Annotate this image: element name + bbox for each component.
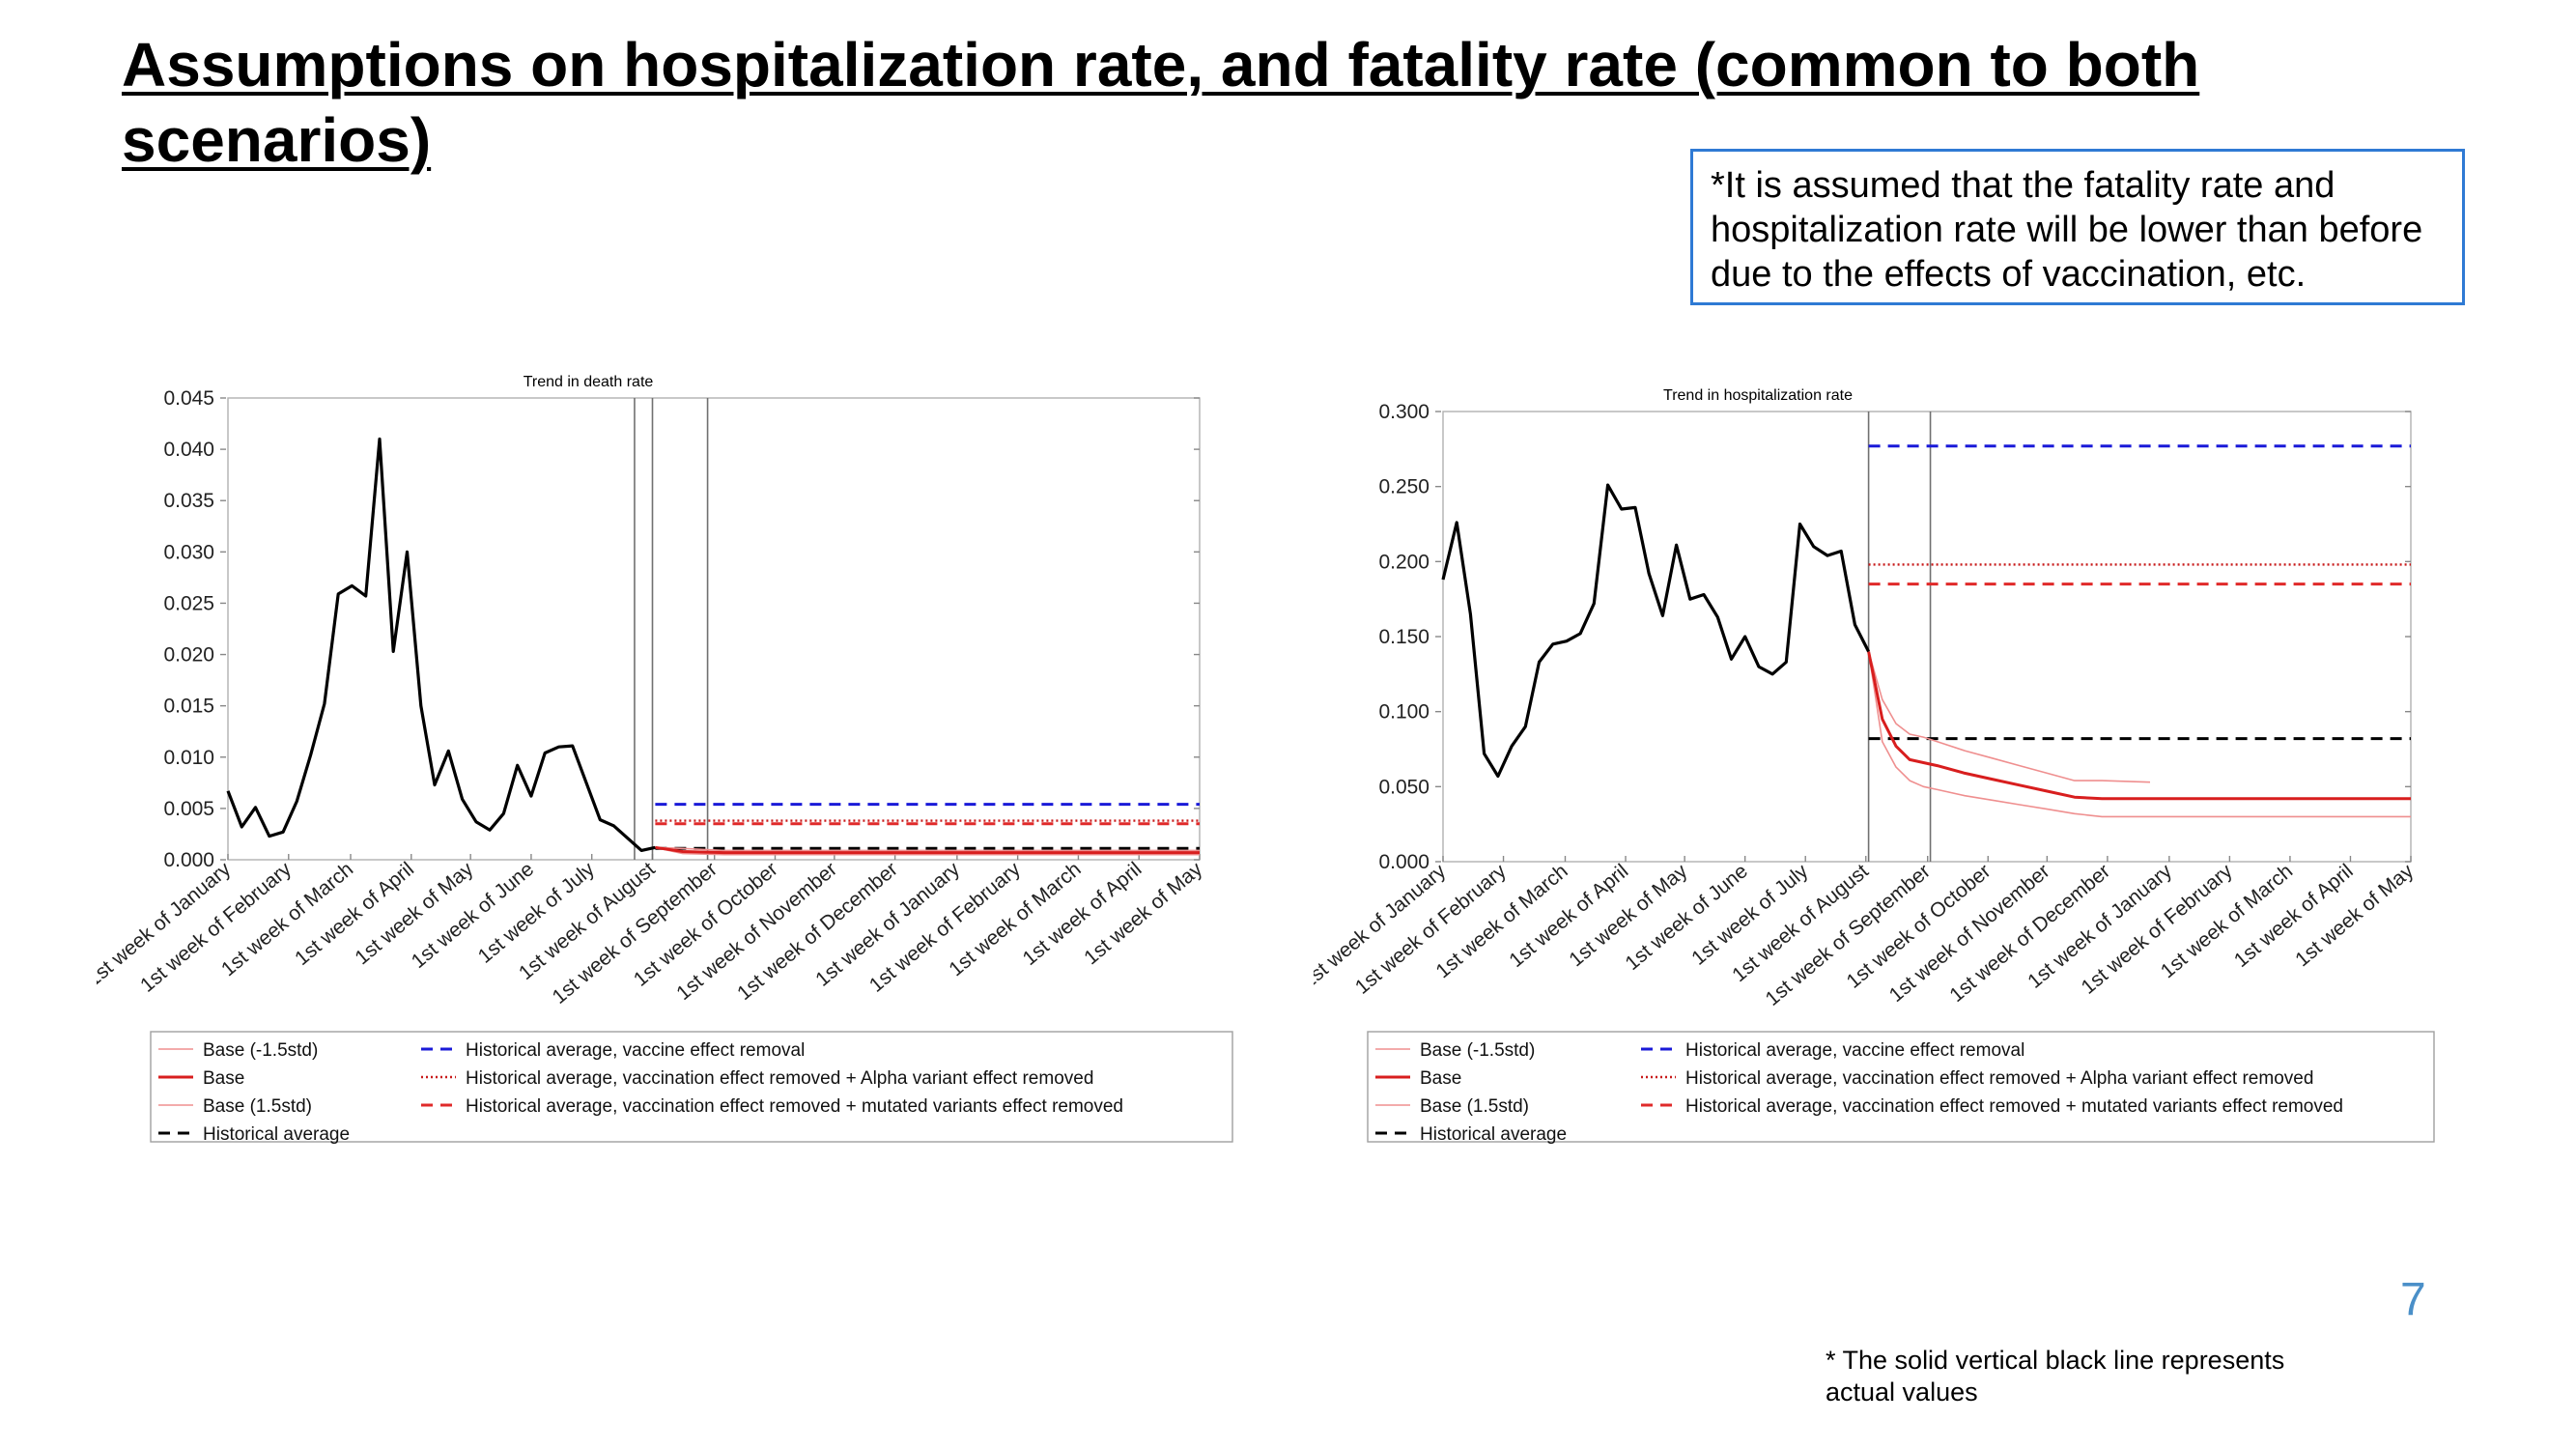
legend-label: Base (-1.5std) (203, 1040, 318, 1061)
legend-label: Base (1.5std) (1420, 1096, 1529, 1117)
chart-title: Trend in death rate (524, 374, 654, 390)
series-line-base (655, 845, 1200, 855)
plot-frame (1442, 411, 2412, 863)
slide-title: Assumptions on hospitalization rate, and… (122, 30, 2200, 175)
legend-label: Historical average, vaccine effect remov… (466, 1040, 805, 1061)
page-number: 7 (2400, 1274, 2426, 1325)
legend-box (1367, 1031, 2435, 1143)
legend-label: Historical average, vaccination effect r… (466, 1068, 1093, 1089)
legend-label: Base (1420, 1068, 1461, 1089)
legend-label: Base (203, 1068, 244, 1089)
legend-box (150, 1031, 1233, 1143)
legend-label: Base (-1.5std) (1420, 1040, 1535, 1061)
y-tick-label: 0.005 (163, 798, 214, 820)
y-tick-label: 0.300 (1378, 401, 1430, 423)
plot-frame (227, 397, 1201, 861)
footnote: * The solid vertical black line represen… (1826, 1346, 2285, 1406)
legend-label: Historical average, vaccine effect remov… (1685, 1040, 2024, 1061)
vaccination-assumption-note: *It is assumed that the fatality rate an… (1690, 149, 2465, 305)
legend-label: Historical average (203, 1124, 350, 1145)
y-tick-label: 0.030 (163, 541, 214, 563)
y-tick-label: 0.040 (163, 439, 214, 461)
legend-label: Historical average, vaccination effect r… (466, 1096, 1123, 1117)
y-tick-label: 0.200 (1378, 551, 1430, 573)
y-tick-label: 0.000 (1378, 851, 1430, 873)
legend-label: Base (1.5std) (203, 1096, 312, 1117)
y-tick-label: 0.000 (163, 849, 214, 871)
y-tick-label: 0.045 (163, 387, 214, 410)
y-tick-label: 0.150 (1378, 626, 1430, 648)
y-tick-label: 0.025 (163, 592, 214, 614)
series-line-band (1867, 651, 2151, 783)
series-line-actual (226, 437, 656, 852)
y-tick-label: 0.250 (1378, 476, 1430, 498)
y-tick-label: 0.010 (163, 747, 214, 769)
y-tick-label: 0.050 (1378, 776, 1430, 798)
series-line-base (1867, 651, 2411, 801)
hospitalization-rate-chart: Trend in hospitalization rate 0.000 0.050 0… (1314, 387, 2435, 1145)
legend-label: Historical average, vaccination effect r… (1685, 1068, 2313, 1089)
death-rate-chart: Trend in death rate 0.000 0.005 0.010 0.015 0… (97, 374, 1233, 1145)
chart-title: Trend in hospitalization rate (1663, 387, 1853, 404)
series-line-band (1867, 651, 2411, 818)
legend-label: Historical average, vaccination effect r… (1685, 1096, 2343, 1117)
series-line-actual (1441, 483, 1871, 779)
y-tick-label: 0.035 (163, 490, 214, 512)
y-tick-label: 0.100 (1378, 701, 1430, 724)
series-line-band (655, 846, 1200, 852)
y-tick-label: 0.020 (163, 644, 214, 667)
y-tick-label: 0.015 (163, 696, 214, 718)
legend-label: Historical average (1420, 1124, 1567, 1145)
